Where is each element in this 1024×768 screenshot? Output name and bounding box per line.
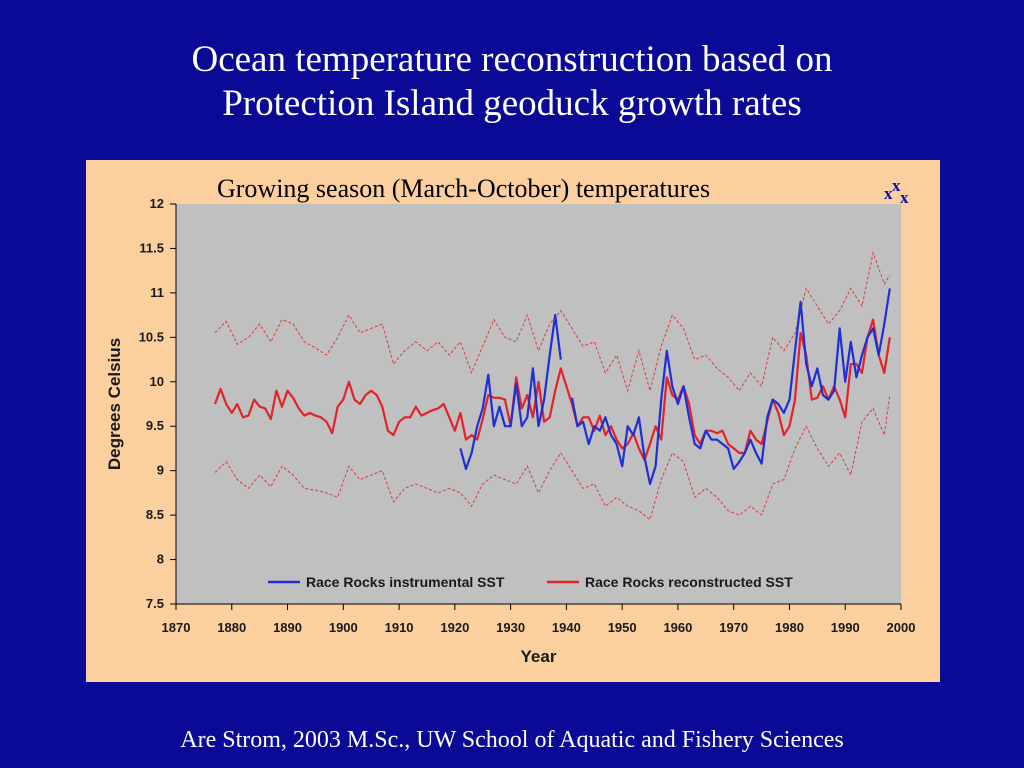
x-tick-label: 1880 <box>217 620 246 635</box>
y-tick-label: 9 <box>157 463 164 478</box>
reconstructed-sst-line <box>213 318 891 462</box>
lower-band-line <box>214 395 891 521</box>
y-tick-label: 10.5 <box>139 329 164 344</box>
y-tick-label: 11.5 <box>139 240 164 255</box>
x-tick-label: 1890 <box>273 620 302 635</box>
instrumental-sst-line-segment-1 <box>459 314 562 470</box>
y-tick-label: 10 <box>150 374 164 389</box>
x-tick-label: 1910 <box>385 620 414 635</box>
x-tick-label: 1920 <box>440 620 469 635</box>
y-tick-label: 7.5 <box>146 596 164 611</box>
x-tick-label: 1950 <box>608 620 637 635</box>
x-tick-label: 2000 <box>887 620 916 635</box>
y-tick-label: 9.5 <box>146 418 164 433</box>
chart-panel: 7.5 8 8.5 9 9.5 10 10.5 11 11.5 12 1870 1880 1890 190… <box>86 160 940 682</box>
legend-label-reconstructed: Race Rocks reconstructed SST <box>585 574 793 590</box>
slide-footer: Are Strom, 2003 M.Sc., UW School of Aqua… <box>180 727 844 753</box>
slide-title-line-1: Ocean temperature reconstruction based o… <box>191 39 833 80</box>
x-tick-label: 1940 <box>552 620 581 635</box>
y-tick-label: 11 <box>150 285 164 300</box>
y-tick-label: 8 <box>157 552 164 567</box>
chart-title: Growing season (March-October) temperatu… <box>217 174 711 203</box>
annotation-mark-3: x <box>900 188 909 207</box>
legend-label-instrumental: Race Rocks instrumental SST <box>306 574 505 590</box>
x-tick-label: 1980 <box>775 620 804 635</box>
y-axis-label: Degrees Celsius <box>105 338 124 470</box>
x-tick-label: 1970 <box>719 620 748 635</box>
annotation-mark-1: x <box>892 176 901 195</box>
x-tick-label: 1960 <box>663 620 692 635</box>
line-chart: 7.5 8 8.5 9 9.5 10 10.5 11 11.5 12 1870 1880 1890 190… <box>105 196 916 666</box>
x-tick-label: 1870 <box>162 620 191 635</box>
y-tick-label: 8.5 <box>146 507 164 522</box>
x-axis-label: Year <box>521 647 557 666</box>
x-tick-label: 1990 <box>831 620 860 635</box>
instrumental-sst-line-segment-2 <box>570 288 891 486</box>
y-tick-label: 12 <box>150 196 164 211</box>
slide-title: Ocean temperature reconstruction based o… <box>0 38 1024 126</box>
x-tick-label: 1930 <box>496 620 525 635</box>
x-tick-label: 1900 <box>329 620 358 635</box>
annotation-mark-2: x <box>884 184 893 203</box>
slide-title-line-2: Protection Island geoduck growth rates <box>222 83 802 124</box>
plot-area <box>176 204 901 604</box>
